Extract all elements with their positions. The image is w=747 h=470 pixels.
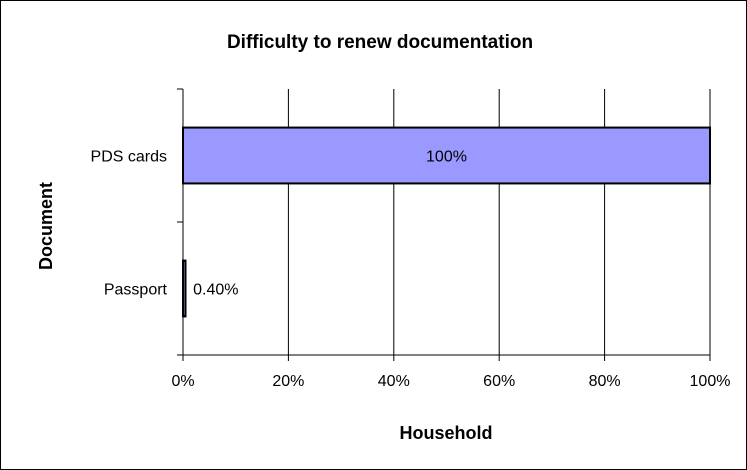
x-tick-label-2: 40% <box>378 373 410 390</box>
y-axis-title: Document <box>36 182 56 270</box>
data-label-1: 0.40% <box>193 282 238 299</box>
x-axis-title: Household <box>400 423 493 443</box>
x-tick-label-1: 20% <box>272 373 304 390</box>
bar-1 <box>182 259 187 318</box>
bar-0 <box>182 126 711 185</box>
x-tick-label-5: 100% <box>690 373 731 390</box>
category-labels: PDS cards Passport <box>91 149 168 299</box>
x-tick-labels: 0% 20% 40% 60% 80% 100% <box>171 373 730 390</box>
data-labels: 100% 0.40% <box>193 149 467 299</box>
bars <box>182 126 711 318</box>
category-label-1: Passport <box>104 282 168 299</box>
x-tick-label-3: 60% <box>483 373 515 390</box>
x-tick-label-4: 80% <box>589 373 621 390</box>
category-label-0: PDS cards <box>91 149 167 166</box>
chart-title: Difficulty to renew documentation <box>227 32 533 53</box>
data-label-0: 100% <box>426 149 467 166</box>
x-tick-label-0: 0% <box>171 373 194 390</box>
